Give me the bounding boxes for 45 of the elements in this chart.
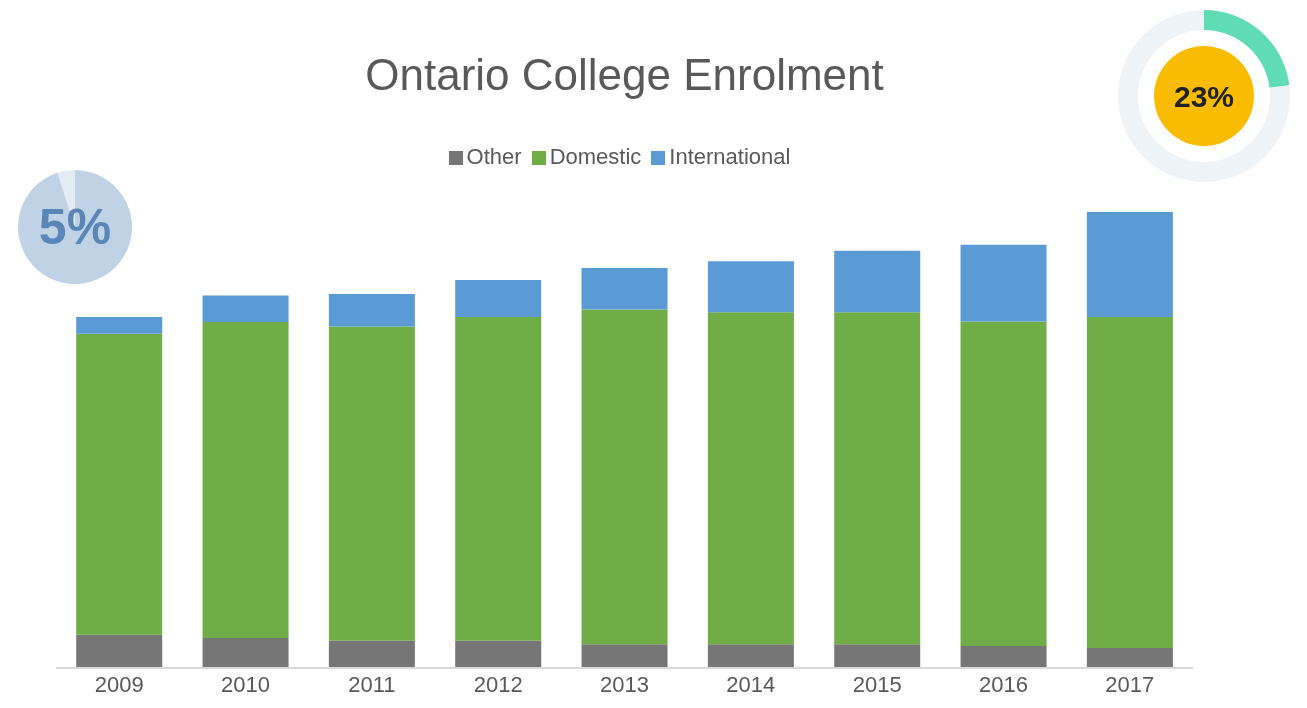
data-label: 5%	[38, 199, 112, 255]
x-tick-label: 2016	[979, 671, 1028, 697]
bar	[960, 646, 1047, 668]
bar	[707, 644, 794, 668]
bar	[834, 250, 921, 313]
donut-slice	[1118, 10, 1290, 182]
legend-label: International	[669, 144, 791, 169]
bar	[581, 644, 668, 668]
bar	[328, 326, 415, 641]
bar	[328, 640, 415, 668]
bar	[202, 321, 289, 638]
x-tick-label: 2017	[1105, 671, 1155, 697]
bar	[202, 295, 289, 322]
x-tick-label: 2011	[348, 671, 396, 697]
bar	[455, 316, 542, 641]
bar	[960, 244, 1047, 322]
legend-label: Other	[466, 144, 522, 169]
bar	[1086, 212, 1173, 317]
pie-slice	[18, 170, 132, 284]
bar	[960, 321, 1047, 647]
bar	[1086, 647, 1173, 668]
x-tick-label: 2014	[726, 671, 776, 697]
x-tick-label: 2015	[852, 671, 902, 697]
bar	[707, 312, 794, 645]
bar	[1086, 316, 1173, 648]
x-tick-label: 2010	[221, 671, 270, 697]
bar	[76, 333, 163, 635]
x-tick-label: 2009	[94, 671, 144, 697]
bar	[834, 312, 921, 645]
bar	[76, 634, 163, 668]
bar	[455, 279, 542, 317]
data-label: 23%	[1173, 79, 1235, 113]
bar	[834, 644, 921, 668]
chart-title: Ontario College Enrolment	[365, 50, 884, 99]
bar	[707, 261, 794, 313]
bar	[581, 309, 668, 645]
bar	[76, 316, 163, 334]
x-tick-label: 2013	[600, 671, 649, 697]
bar	[581, 268, 668, 310]
bar	[202, 637, 289, 668]
donut-slice	[1204, 10, 1290, 88]
legend-label: Domestic	[549, 144, 642, 169]
x-tick-label: 2012	[473, 671, 523, 697]
bar	[328, 294, 415, 327]
bar	[455, 640, 542, 668]
